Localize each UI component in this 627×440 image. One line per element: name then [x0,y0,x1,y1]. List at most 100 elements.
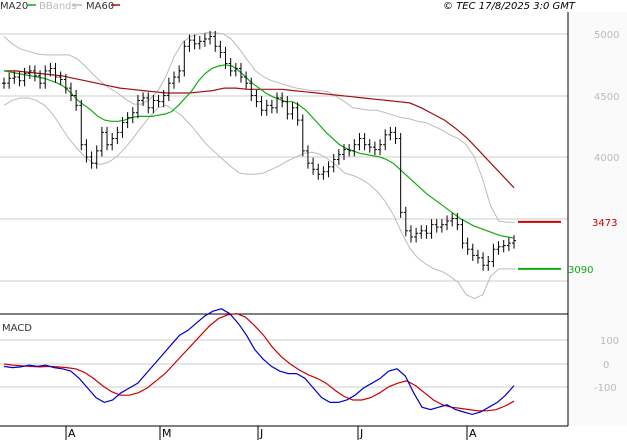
macd-y-tick-label: -100 [594,383,617,394]
ohlc-bar [372,141,377,156]
bbands-lower-line [3,97,515,299]
ohlc-bar [285,96,290,120]
ohlc-bar [419,225,424,239]
ohlc-bar [269,99,274,114]
ohlc-bar [388,126,393,141]
ohlc-bar [470,243,475,261]
ohlc-bar [367,139,372,153]
ohlc-bar [228,57,233,77]
ohlc-bar [27,65,32,79]
copyright-text: © TEC 17/8/2025 3:0 GMT [443,1,576,12]
moving-average-layer [3,64,515,239]
ohlc-bar [450,212,455,227]
ohlc-bar [166,77,171,102]
ohlc-bar [7,72,12,89]
macd-line [3,308,515,416]
ohlc-bar [94,145,99,169]
ohlc-bar [63,73,68,94]
ohlc-bar [208,30,213,45]
ohlc-bar [393,126,398,145]
ohlc-bar [249,77,254,102]
ohlc-bar [465,237,470,255]
ohlc-bar [115,126,120,145]
ohlc-bar [336,149,341,165]
ohlc-bar [342,144,346,161]
ohlc-bar [48,62,53,77]
legend-ma20-label: MA20 [0,1,28,12]
ohlc-bar [38,70,43,89]
ohlc-bar [445,215,450,231]
ohlc-bar [264,99,269,116]
ohlc-bar [512,235,516,249]
macd-y-axis-ticks: 100 0 -100 [594,336,619,394]
ohlc-bar [74,89,79,111]
price-marker-label: 3090 [568,265,593,276]
legend-bbands-label: BBands [39,1,77,12]
ohlc-bar [300,114,305,157]
ohlc-bar [486,256,491,271]
ohlc-bar [238,62,243,83]
ohlc-bar [347,144,352,157]
ohlc-bars-layer [2,30,516,271]
x-tick-label: J [359,427,363,440]
ohlc-bar [403,206,408,237]
ohlc-bar [321,166,326,180]
ohlc-bar [383,129,388,151]
ohlc-bar [192,34,197,50]
frame [0,12,569,427]
ohlc-bar [280,92,285,108]
ohlc-bar [501,240,506,253]
ohlc-bar [146,92,151,114]
ohlc-bar [151,94,156,114]
ohlc-bar [32,65,37,82]
macd-layer [3,308,515,416]
legend: MA20 BBands MA60 [0,1,120,12]
ohlc-bar [182,40,187,77]
ohlc-bar [439,219,444,233]
ohlc-bar [434,219,439,233]
ohlc-bar [53,62,58,83]
ma20-line [3,64,515,239]
y-tick-label: 4000 [594,153,619,164]
legend-ma60-label: MA60 [86,1,114,12]
ohlc-bar [506,237,511,252]
ohlc-bar [197,35,202,50]
macd-y-tick-label: 0 [603,360,609,371]
ohlc-bar [135,94,140,119]
ohlc-bar [362,133,367,151]
main-grid [0,33,568,282]
x-tick-label: A [68,427,76,440]
macd-pane-title: MACD [2,323,32,334]
ohlc-bar [99,126,104,157]
macd-signal-line [3,312,515,412]
ohlc-bar [311,157,316,175]
ohlc-bar [429,219,434,239]
ohlc-bar [79,99,84,151]
ohlc-bar [187,34,192,52]
ohlc-bar [481,252,486,271]
macd-y-tick-label: 100 [600,336,619,347]
ohlc-bar [156,94,161,108]
ohlc-bar [244,71,249,89]
ohlc-bar [213,30,218,52]
ohlc-bar [68,82,73,102]
ohlc-bar [177,65,182,83]
ohlc-bar [141,92,146,106]
y-axis-gutter [569,12,627,314]
price-marker-layer: 3473 3090 [518,218,617,276]
y-tick-label: 5000 [594,30,619,41]
y-axis-ticks: 5000 4500 4000 [594,30,619,164]
ohlc-bar [12,71,17,84]
ohlc-bar [455,212,460,231]
ohlc-bar [22,67,27,87]
ohlc-bar [496,241,501,255]
ohlc-bar [316,163,321,180]
ohlc-bar [218,40,223,58]
ohlc-bar [352,139,357,157]
ohlc-bar [223,46,228,70]
ohlc-bar [172,71,176,89]
ohlc-bar [233,62,238,77]
x-axis-ticks: A M J J A [65,426,477,440]
ohlc-bar [17,71,22,87]
